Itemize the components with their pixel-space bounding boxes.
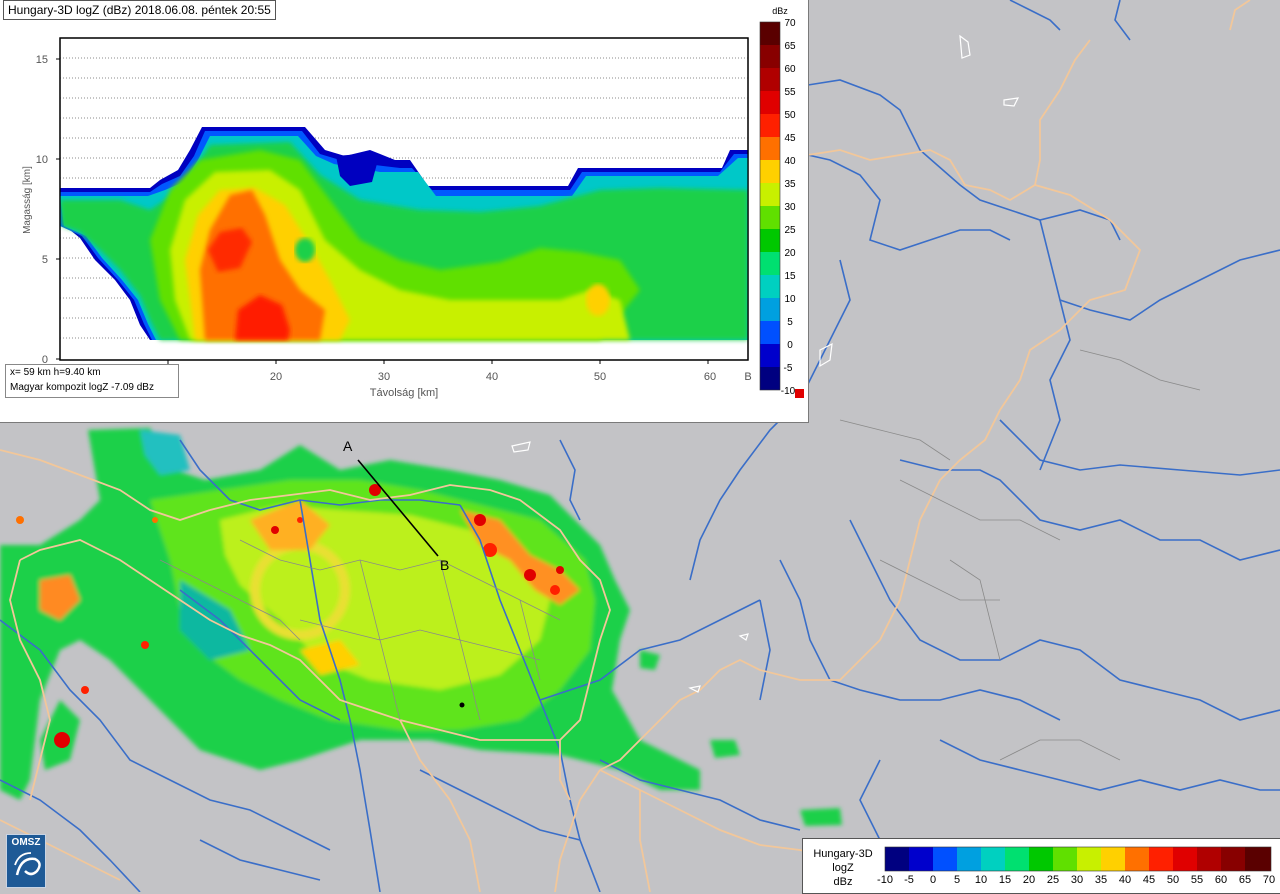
x-tick-60: 60	[704, 371, 716, 383]
horizontal-legend: Hungary-3D logZ dBz -10 -5 0 5 10 15 20 …	[802, 838, 1280, 894]
y-tick-10: 10	[36, 154, 48, 166]
vlegend-label: 30	[784, 202, 796, 213]
vlegend-label: 0	[787, 340, 793, 351]
swirl-icon	[14, 852, 41, 876]
vlegend-label: -10	[781, 386, 796, 397]
logo-text: OMSZ	[11, 837, 41, 848]
hlegend-label: 20	[1023, 874, 1035, 886]
echo-orange-northeast	[460, 510, 580, 605]
y-tick-15: 15	[36, 54, 48, 66]
readout-value: Magyar kompozit logZ -7.09 dBz	[10, 382, 154, 393]
radar-cores	[16, 484, 564, 748]
echo-teal-north	[140, 430, 190, 475]
hlegend-bar: -10 -5 0 5 10 15 20 25 30 35 40 45 50 55…	[877, 846, 1275, 886]
vlegend-label: 10	[784, 294, 796, 305]
hlegend-label: 0	[930, 874, 936, 886]
echo-teal-band	[180, 580, 250, 660]
echo-yellow-south	[300, 640, 360, 675]
vlegend-label: 35	[784, 179, 796, 190]
echo-green-bottom	[800, 808, 842, 826]
cross-section-panel[interactable]: 15 10 5 0 Magasság [km] 10 20 30 40 50 6…	[0, 0, 809, 423]
vertical-legend-unit: dBz	[772, 6, 788, 16]
hlegend-title: Hungary-3D logZ dBz	[805, 847, 881, 889]
lakes	[511, 34, 1020, 693]
hlegend-label: 45	[1143, 874, 1155, 886]
x-axis-label: Távolság [km]	[370, 387, 438, 399]
vlegend-label: 65	[784, 41, 796, 52]
vlegend-label: 50	[784, 110, 796, 121]
radar-echo-field	[0, 428, 842, 826]
hlegend-label: 30	[1071, 874, 1083, 886]
hlegend-label: 65	[1239, 874, 1251, 886]
vlegend-label: 40	[784, 156, 796, 167]
hlegend-label: 35	[1095, 874, 1107, 886]
y-tick-5: 5	[42, 254, 48, 266]
omsz-logo: OMSZ	[6, 834, 46, 888]
section-end-label: B	[440, 557, 450, 573]
echo-green-east	[640, 650, 660, 670]
echo-orange	[200, 190, 325, 340]
vlegend-label: -5	[784, 363, 793, 374]
hlegend-label: 10	[975, 874, 987, 886]
hlegend-label: 25	[1047, 874, 1059, 886]
echo-green-southeast	[710, 740, 740, 758]
y-tick-0: 0	[42, 354, 48, 366]
vlegend-label: 55	[784, 87, 796, 98]
x-tick-30: 30	[378, 371, 390, 383]
echo-red	[235, 295, 290, 340]
echo-orange-north	[250, 500, 330, 550]
vlegend-label: 45	[784, 133, 796, 144]
city-marker	[459, 702, 465, 708]
cursor-readout: x= 59 km h=9.40 km Magyar kompozit logZ …	[5, 364, 179, 398]
hlegend-title-line1: Hungary-3D	[813, 848, 873, 860]
x-end-marker: B	[744, 371, 751, 383]
y-axis-ticks	[56, 58, 60, 360]
vlegend-label: 5	[787, 317, 793, 328]
echo-orange-west	[40, 575, 80, 620]
panel-title: Hungary-3D logZ (dBz) 2018.06.08. péntek…	[3, 0, 276, 20]
echo-yellowgreen	[220, 505, 550, 690]
hlegend-label: 40	[1119, 874, 1131, 886]
country-borders	[0, 0, 1251, 892]
hlegend-label: 15	[999, 874, 1011, 886]
readout-position: x= 59 km h=9.40 km	[10, 367, 101, 378]
vlegend-label: 15	[784, 271, 796, 282]
section-start-label: A	[343, 438, 353, 454]
vlegend-label: 60	[784, 64, 796, 75]
hlegend-title-line3: dBz	[833, 876, 853, 888]
hlegend-label: 60	[1215, 874, 1227, 886]
x-axis-ticks	[167, 360, 709, 364]
y-axis-label: Magasság [km]	[22, 166, 33, 234]
hlegend-title-line2: logZ	[832, 862, 854, 874]
hlegend-label: -10	[877, 874, 893, 886]
x-tick-40: 40	[486, 371, 498, 383]
hlegend-label: 55	[1191, 874, 1203, 886]
x-tick-50: 50	[594, 371, 606, 383]
vlegend-label: 25	[784, 225, 796, 236]
hlegend-label: 50	[1167, 874, 1179, 886]
vlegend-label: 70	[784, 18, 796, 29]
section-line[interactable]	[357, 459, 439, 557]
hlegend-label: -5	[904, 874, 914, 886]
vertical-legend: dBz 70 65 60 55 50	[759, 6, 804, 398]
vlegend-label: 20	[784, 248, 796, 259]
hlegend-label: 70	[1263, 874, 1275, 886]
hlegend-label: 5	[954, 874, 960, 886]
county-borders	[159, 349, 1201, 761]
reflectivity-section	[60, 127, 748, 340]
x-tick-20: 20	[270, 371, 282, 383]
